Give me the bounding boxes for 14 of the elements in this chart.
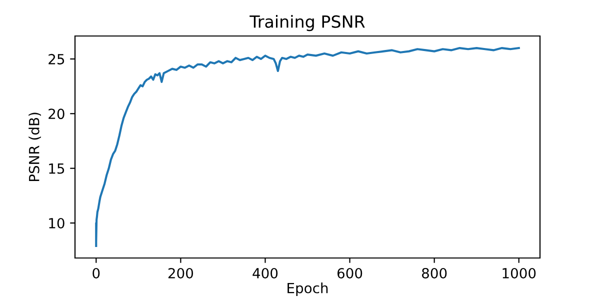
x-tick-label: 0 <box>92 268 100 278</box>
x-tick-label: 600 <box>337 268 362 278</box>
chart-title: Training PSNR <box>250 15 365 32</box>
x-tick-label: 400 <box>252 268 278 278</box>
line-series <box>95 46 520 248</box>
x-tick-label: 800 <box>422 268 447 278</box>
y-tick-label: 10 <box>49 218 64 228</box>
x-axis-title: Epoch <box>288 282 328 296</box>
x-tick-label: 200 <box>168 268 194 278</box>
y-axis-title: PSNR (dB) <box>28 112 41 182</box>
y-tick-label: 25 <box>48 54 64 64</box>
y-tick-label: 15 <box>49 163 64 174</box>
y-tick-label: 20 <box>48 108 64 120</box>
x-tick-label: 1000 <box>502 268 536 278</box>
